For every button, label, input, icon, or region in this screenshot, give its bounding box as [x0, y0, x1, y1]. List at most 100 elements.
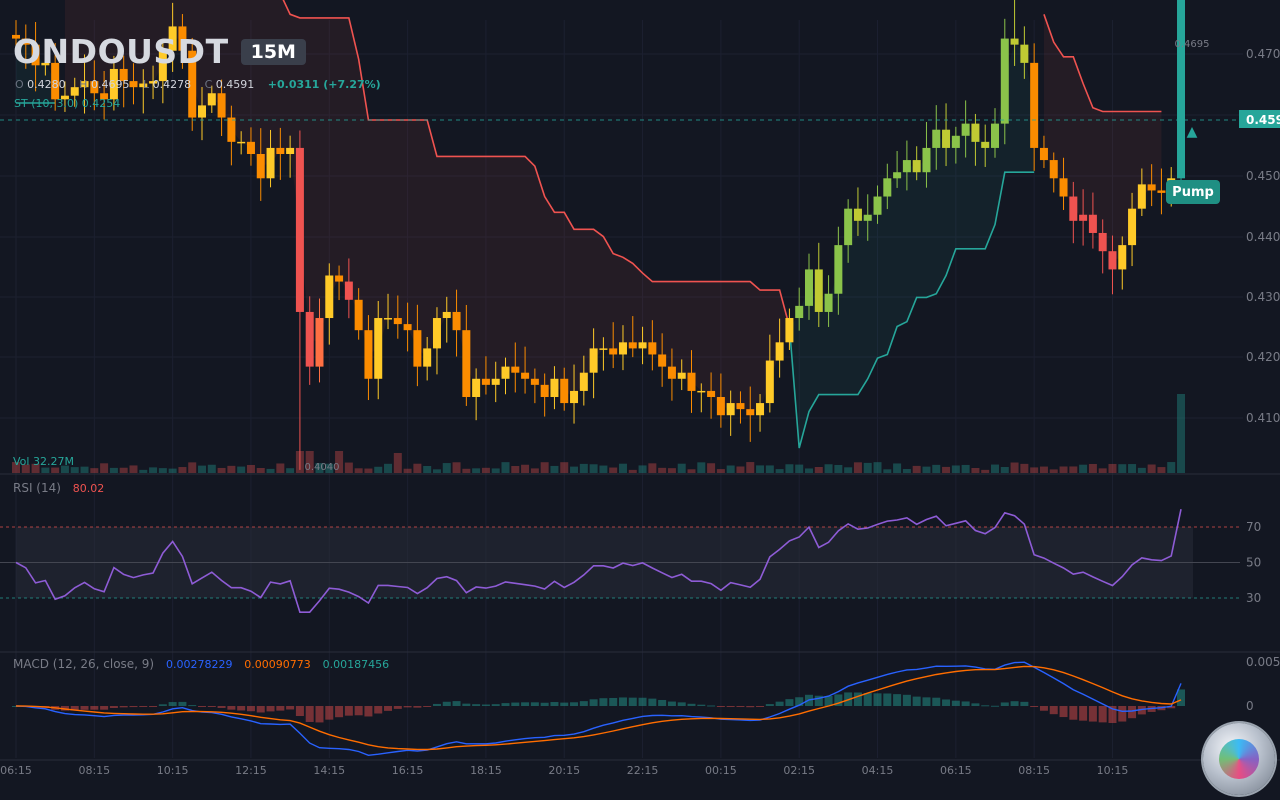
symbol-title[interactable]: ONDOUSDT: [13, 32, 229, 71]
candle-body: [599, 348, 608, 350]
candle-body: [775, 342, 784, 361]
candle-body: [853, 208, 862, 221]
price-axis-tick: 0.470: [1246, 47, 1280, 61]
candle-body: [286, 147, 295, 154]
volume-bar: [589, 464, 598, 473]
candle-body: [893, 172, 902, 179]
volume-bar: [1088, 463, 1097, 473]
price-axis-tick: 0.440: [1246, 230, 1280, 244]
macd-hist-bar: [638, 697, 647, 706]
macd-hist-bar: [139, 706, 148, 707]
time-axis-tick: 22:15: [627, 764, 659, 777]
candle-body: [942, 129, 951, 148]
candle-body: [618, 342, 627, 355]
rsi-legend[interactable]: RSI (14) 80.02: [13, 481, 104, 495]
ohlc-change: +0.0311 (+7.27%): [267, 78, 381, 91]
volume-bar: [158, 468, 167, 473]
time-axis-tick: 08:15: [78, 764, 110, 777]
macd-hist-bar: [599, 698, 608, 706]
volume-bar: [413, 463, 422, 473]
macd-hist-bar: [658, 699, 667, 706]
macd-hist-bar: [364, 706, 373, 717]
supertrend-value: 0.4254: [81, 97, 121, 110]
candle-body: [511, 366, 520, 373]
macd-hist-bar: [462, 703, 471, 706]
volume-bar: [31, 463, 40, 473]
macd-hist-bar: [951, 700, 960, 706]
macd-hist-bar: [824, 696, 833, 706]
candle-body: [707, 390, 716, 397]
candle-body: [413, 330, 422, 367]
macd-hist-bar: [393, 706, 402, 709]
macd-hist-bar: [893, 694, 902, 706]
volume-bar: [491, 468, 500, 473]
candle-body: [932, 129, 941, 148]
macd-hist-bar: [1020, 701, 1029, 706]
macd-hist-bar: [1088, 706, 1097, 722]
macd-hist-bar: [902, 694, 911, 706]
time-axis-tick: 14:15: [313, 764, 345, 777]
macd-hist-bar: [942, 699, 951, 706]
volume-bar: [1177, 394, 1186, 473]
ohlc-open-label: O: [15, 78, 24, 91]
candle-body: [638, 342, 647, 349]
pump-annotation: Pump: [1172, 185, 1214, 200]
volume-bar: [266, 468, 275, 473]
time-axis-tick: 00:15: [705, 764, 737, 777]
supertrend-legend[interactable]: ST (10, 3.0) 0.4254: [14, 97, 120, 110]
volume-bar: [530, 468, 539, 473]
volume-bar: [393, 453, 402, 473]
volume-bar: [227, 465, 236, 473]
volume-bar: [628, 469, 637, 473]
macd-hist-bar: [1069, 706, 1078, 720]
candle-body: [1137, 184, 1146, 209]
macd-hist-bar: [325, 706, 334, 720]
volume-bar: [550, 465, 559, 473]
volume-bar: [207, 464, 216, 473]
volume-bar: [765, 465, 774, 473]
candle-body: [873, 196, 882, 215]
volume-bar: [932, 464, 941, 473]
volume-bar: [1000, 466, 1009, 473]
candle-body: [384, 318, 393, 320]
volume-bar: [971, 467, 980, 473]
volume-bar: [844, 467, 853, 473]
volume-bar: [716, 469, 725, 473]
candle-body: [60, 95, 69, 100]
candle-body: [256, 154, 265, 179]
time-axis-tick: 06:15: [940, 764, 972, 777]
candle-body: [1147, 184, 1156, 191]
candle-body: [961, 123, 970, 136]
candle-body: [1010, 38, 1019, 45]
candle-body: [1000, 38, 1009, 124]
volume-bar: [599, 465, 608, 473]
candle-body: [423, 348, 432, 367]
macd-hist-bar: [354, 706, 363, 716]
volume-legend[interactable]: Vol 32.27M: [13, 455, 74, 468]
pump-label-bg: [1166, 180, 1220, 204]
macd-hist-value: 0.00187456: [322, 658, 390, 671]
macd-hist-bar: [1167, 706, 1176, 709]
candle-body: [1039, 147, 1048, 161]
candle-body: [217, 93, 226, 118]
volume-bar: [658, 467, 667, 473]
candle-body: [677, 372, 686, 379]
candle-body: [1118, 245, 1127, 270]
volume-bar: [834, 464, 843, 473]
volume-label: Vol: [13, 455, 30, 468]
candle-body: [912, 160, 921, 173]
rsi-label: RSI (14): [13, 481, 61, 495]
candle-body: [540, 384, 549, 397]
candle-body: [1177, 0, 1186, 179]
macd-axis-tick: 0.005: [1246, 655, 1280, 669]
ohlc-high: 0.4695: [90, 78, 130, 91]
macd-hist-bar: [481, 704, 490, 706]
timeframe-badge[interactable]: 15M: [240, 38, 306, 65]
macd-legend[interactable]: MACD (12, 26, close, 9) 0.00278229 0.000…: [13, 657, 389, 671]
supertrend-fill: [789, 41, 1035, 448]
volume-bar: [853, 462, 862, 473]
pump-arrow-icon: ▲: [1187, 124, 1198, 140]
volume-bar: [1147, 464, 1156, 473]
time-axis-tick: 06:15: [0, 764, 32, 777]
